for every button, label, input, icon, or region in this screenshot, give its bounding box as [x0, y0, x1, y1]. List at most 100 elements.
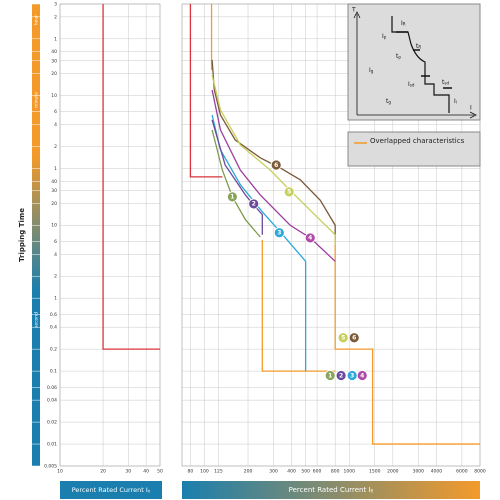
inset-axes	[353, 11, 477, 119]
marker-label: 4	[308, 235, 312, 242]
inset-box	[347, 3, 481, 121]
l: I	[382, 33, 384, 40]
marker	[335, 370, 347, 381]
y-axis-title: Tripping Time	[18, 208, 26, 262]
legend: Overlapped characteristics	[347, 131, 481, 167]
x-tick-label: 30	[125, 469, 131, 475]
l: I	[401, 20, 403, 27]
x-tick-label: 40	[143, 469, 149, 475]
y-tick-label: 0.02	[47, 420, 57, 426]
y-tick-label: 1	[54, 296, 57, 302]
l: I	[369, 67, 371, 74]
marker	[273, 227, 285, 239]
marker-label: 6	[352, 335, 356, 342]
l: p	[384, 35, 387, 40]
legend-box	[347, 131, 481, 167]
y-tick-label: 6	[54, 239, 57, 245]
y-tick-label: 10	[51, 223, 57, 229]
marker-label: 2	[252, 201, 256, 208]
unit-label: hour	[34, 15, 40, 25]
series-line	[210, 4, 480, 445]
symbol: I	[368, 486, 370, 494]
x-axis-title-text: Percent Rated Current	[72, 486, 144, 494]
marker-label: 5	[287, 189, 291, 196]
y-tick-label: 30	[51, 58, 57, 64]
y-tick-label: 10	[51, 93, 57, 99]
marker	[248, 198, 260, 210]
y-tick-label: 0.005	[44, 464, 57, 470]
series-line	[211, 59, 336, 240]
x-tick-label: 125	[214, 469, 223, 475]
x-tick-label: 20	[100, 469, 106, 475]
x-tick-label: 500	[301, 469, 310, 475]
inset-label: tg	[386, 98, 391, 105]
l: sd	[410, 83, 415, 88]
y-tick-label: 1	[54, 166, 57, 172]
x-tick-label: 1500	[369, 469, 381, 475]
marker-label: 1	[328, 372, 332, 379]
x-axis-title-text: Percent Rated Current	[289, 486, 367, 494]
l: g	[388, 100, 391, 105]
marker-label: 3	[277, 230, 281, 237]
x-tick-label: 300	[269, 469, 278, 475]
x-tick-label: 200	[244, 469, 253, 475]
inset: T I IR tR Ip tp Ig tg Isd tsd Ii	[347, 3, 481, 121]
marker-label: 5	[341, 335, 345, 342]
marker-label: 6	[274, 162, 278, 169]
time-bar	[32, 4, 40, 466]
x-label-box	[182, 481, 480, 499]
legend-label-box: Overlapped characteristics	[370, 137, 465, 145]
x-tick-label: 400	[287, 469, 296, 475]
x-tick-label: 600	[313, 469, 322, 475]
y-tick-label: 20	[51, 71, 57, 77]
l: I	[408, 81, 410, 88]
y-tick-label: 4	[54, 122, 57, 128]
l: R	[403, 22, 406, 27]
x-tick-label: 1000	[344, 469, 356, 475]
y-tick-label: 0.04	[47, 398, 57, 404]
y-tick-label: 2	[54, 144, 57, 150]
marker-label: 1	[230, 194, 234, 201]
inset-label: Ig	[369, 67, 374, 74]
marker	[283, 186, 295, 198]
series-line	[211, 74, 336, 245]
y-tick-label: 1	[54, 36, 57, 42]
inset-label: Isd	[408, 81, 415, 88]
y-tick-label: 0.01	[47, 442, 57, 448]
x-tick-label: 100	[200, 469, 209, 475]
y-tick-label: 0.06	[47, 385, 57, 391]
l: p	[398, 55, 401, 60]
y-tick-label: 40	[51, 49, 57, 55]
marker	[226, 191, 238, 203]
marker-label: 2	[339, 372, 343, 379]
y-tick-label: 0.1	[50, 369, 57, 375]
series-line	[102, 4, 160, 350]
x-axis-title: Percent Rated Current IR	[289, 486, 374, 494]
y-tick-label: 0.2	[50, 347, 57, 353]
x-tick-label: 3000	[413, 469, 425, 475]
legend-label: Overlapped characteristics	[370, 137, 465, 145]
panel	[59, 3, 161, 467]
symbol-sub: R	[371, 489, 374, 494]
x-tick-label: 6000	[456, 469, 468, 475]
x-tick-label: 8000	[474, 469, 486, 475]
l: t	[442, 79, 445, 86]
y-tick-label: 30	[51, 188, 57, 194]
l: I	[454, 98, 456, 105]
marker-label: 3	[350, 372, 354, 379]
l: sd	[444, 81, 449, 86]
y-tick-label: 3	[54, 2, 57, 8]
l: t	[416, 43, 419, 50]
inset-axis: I	[470, 105, 472, 112]
inset-curve	[391, 16, 450, 113]
symbol-sub: n	[148, 489, 151, 494]
inset-arrows	[396, 31, 452, 89]
marker	[356, 370, 368, 381]
x-tick-label: 50	[157, 469, 163, 475]
symbol: I	[146, 486, 148, 494]
x-tick-label: 80	[188, 469, 194, 475]
inset-label: tsd	[442, 79, 449, 86]
inset-label: Ip	[382, 33, 387, 40]
y-tick-label: 6	[54, 109, 57, 115]
